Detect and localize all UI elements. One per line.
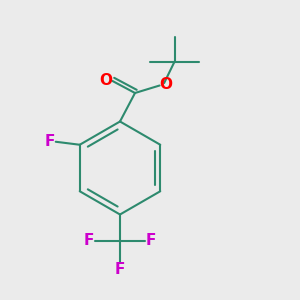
Text: F: F <box>44 134 55 148</box>
Text: O: O <box>160 77 173 92</box>
Text: F: F <box>84 233 94 248</box>
Text: F: F <box>115 262 125 277</box>
Text: O: O <box>99 73 112 88</box>
Text: F: F <box>146 233 156 248</box>
